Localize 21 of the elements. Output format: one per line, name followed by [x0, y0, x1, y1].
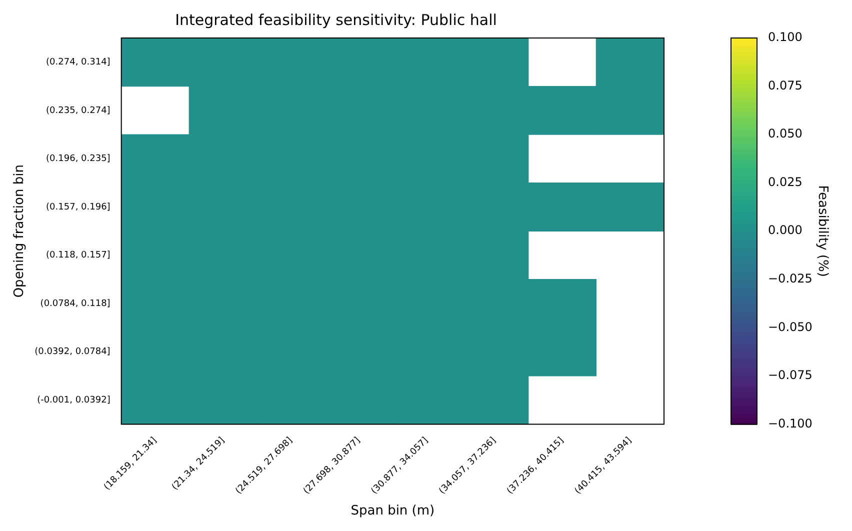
color-bar-label: 0.050	[768, 126, 802, 141]
color-bar-label: 0.075	[768, 78, 802, 92]
color-bar-label: −0.050	[768, 320, 812, 334]
y-tick-label: (0.235, 0.274]	[46, 106, 110, 116]
y-tick-label: (0.0392, 0.0784]	[34, 347, 110, 358]
y-axis-title: Opening fraction bin	[12, 164, 28, 298]
y-tick-label: (0.0784, 0.118]	[40, 298, 110, 309]
color-bar-label: 0.025	[768, 174, 802, 189]
color-bar-label: 0.100	[768, 30, 802, 44]
x-axis-title: Span bin (m)	[350, 504, 435, 519]
color-bar-label: −0.100	[768, 416, 812, 430]
color-bar-label: −0.025	[768, 272, 812, 286]
y-tick-label: (0.196, 0.235]	[46, 154, 110, 164]
y-tick-label: (0.157, 0.196]	[46, 202, 110, 212]
color-bar-label: −0.075	[768, 368, 812, 382]
color-bar-label: 0.000	[768, 223, 802, 238]
y-tick-label: (0.274, 0.314]	[46, 57, 110, 68]
color-bar-title: Feasibility (%)	[814, 185, 830, 277]
y-tick-label: (0.118, 0.157]	[46, 250, 110, 261]
y-tick-label: (-0.001, 0.0392]	[37, 395, 110, 406]
chart-title: Integrated feasibility sensitivity: Public hall	[175, 10, 497, 29]
